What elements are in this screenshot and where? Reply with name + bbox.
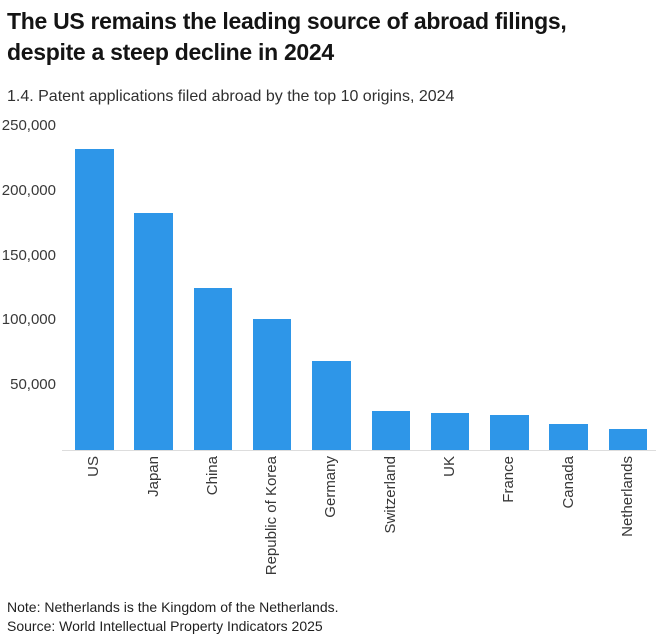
x-label-netherlands: Netherlands bbox=[618, 456, 636, 537]
x-label-canada: Canada bbox=[559, 456, 577, 509]
x-label-us: US bbox=[85, 456, 103, 477]
x-axis-line bbox=[62, 450, 656, 451]
chart-title-line2: despite a steep decline in 2024 bbox=[7, 39, 334, 65]
bar-canada bbox=[549, 424, 588, 450]
chart-source: Source: World Intellectual Property Indi… bbox=[7, 618, 323, 634]
chart-title: The US remains the leading source of abr… bbox=[7, 6, 657, 68]
bar-republic-of-korea bbox=[252, 319, 292, 450]
bar-france bbox=[490, 415, 529, 450]
chart-title-line1: The US remains the leading source of abr… bbox=[7, 8, 567, 34]
x-label-germany: Germany bbox=[322, 456, 340, 518]
bar-netherlands bbox=[608, 428, 648, 450]
y-tick-200-000: 200,000 bbox=[1, 181, 56, 199]
y-tick-250-000: 250,000 bbox=[1, 117, 56, 134]
x-label-china: China bbox=[203, 456, 221, 496]
x-label-japan: Japan bbox=[144, 456, 162, 497]
bar-uk bbox=[430, 413, 470, 450]
bar-china bbox=[193, 288, 233, 450]
x-label-france: France bbox=[500, 456, 518, 503]
chart-note: Note: Netherlands is the Kingdom of the … bbox=[7, 599, 339, 615]
y-tick-100-000: 100,000 bbox=[1, 311, 56, 329]
y-tick-50-000: 50,000 bbox=[10, 376, 56, 394]
bar-germany bbox=[312, 360, 351, 450]
chart-subtitle: 1.4. Patent applications filed abroad by… bbox=[7, 88, 455, 105]
x-label-switzerland: Switzerland bbox=[381, 456, 399, 534]
bar-japan bbox=[134, 212, 173, 450]
y-tick-150-000: 150,000 bbox=[1, 246, 56, 264]
bar-switzerland bbox=[371, 411, 410, 450]
x-label-republic-of-korea: Republic of Korea bbox=[263, 456, 281, 576]
x-label-uk: UK bbox=[441, 456, 459, 477]
bar-us bbox=[75, 149, 114, 450]
